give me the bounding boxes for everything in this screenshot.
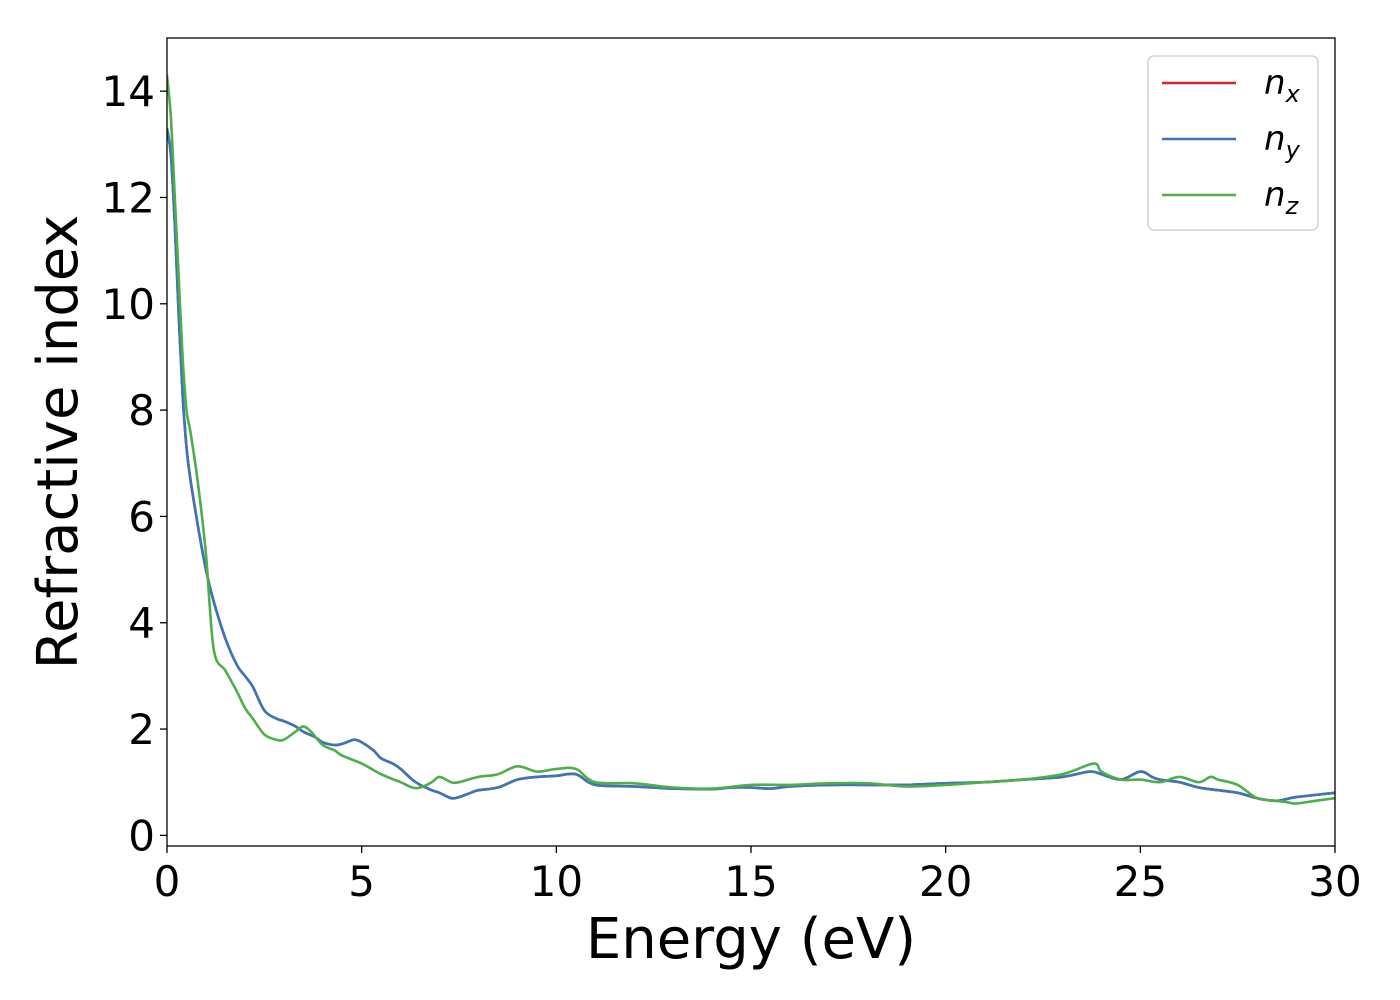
y-tick-label: 14 [102,67,155,116]
y-tick-label: 6 [128,492,155,541]
y-tick-label: 4 [128,599,155,648]
y-tick-label: 0 [128,811,155,860]
legend-label-base: n [1264,63,1286,103]
x-tick-label: 15 [724,857,777,906]
legend-label-subscript: z [1285,192,1300,220]
legend-label: nz [1264,175,1300,220]
x-tick-label: 25 [1114,857,1167,906]
y-tick-label: 12 [102,173,155,222]
ticks-layer: 0 5 10 15 20 25 30 0 2 4 6 8 10 12 14 [102,67,1362,906]
legend-label-subscript: y [1285,136,1301,164]
legend-label-base: n [1264,119,1286,159]
series-line-n-z [167,75,1335,805]
x-tick-label: 30 [1308,857,1361,906]
x-tick-label: 10 [530,857,583,906]
x-tick-label: 0 [154,857,181,906]
y-axis-label: Refractive index [26,215,91,670]
series-layer [167,75,1335,805]
y-tick-label: 10 [102,280,155,329]
legend-label: ny [1264,119,1301,164]
legend-box [1147,55,1319,231]
series-line-n-y [167,128,1335,803]
legend-label-base: n [1264,175,1286,215]
legend-label-subscript: x [1285,80,1301,108]
legend-label: nx [1264,63,1301,108]
y-tick-label: 8 [128,386,155,435]
x-axis-label: Energy (eV) [586,907,916,972]
x-tick-label: 20 [919,857,972,906]
x-tick-label: 5 [348,857,375,906]
y-tick-label: 2 [128,705,155,754]
